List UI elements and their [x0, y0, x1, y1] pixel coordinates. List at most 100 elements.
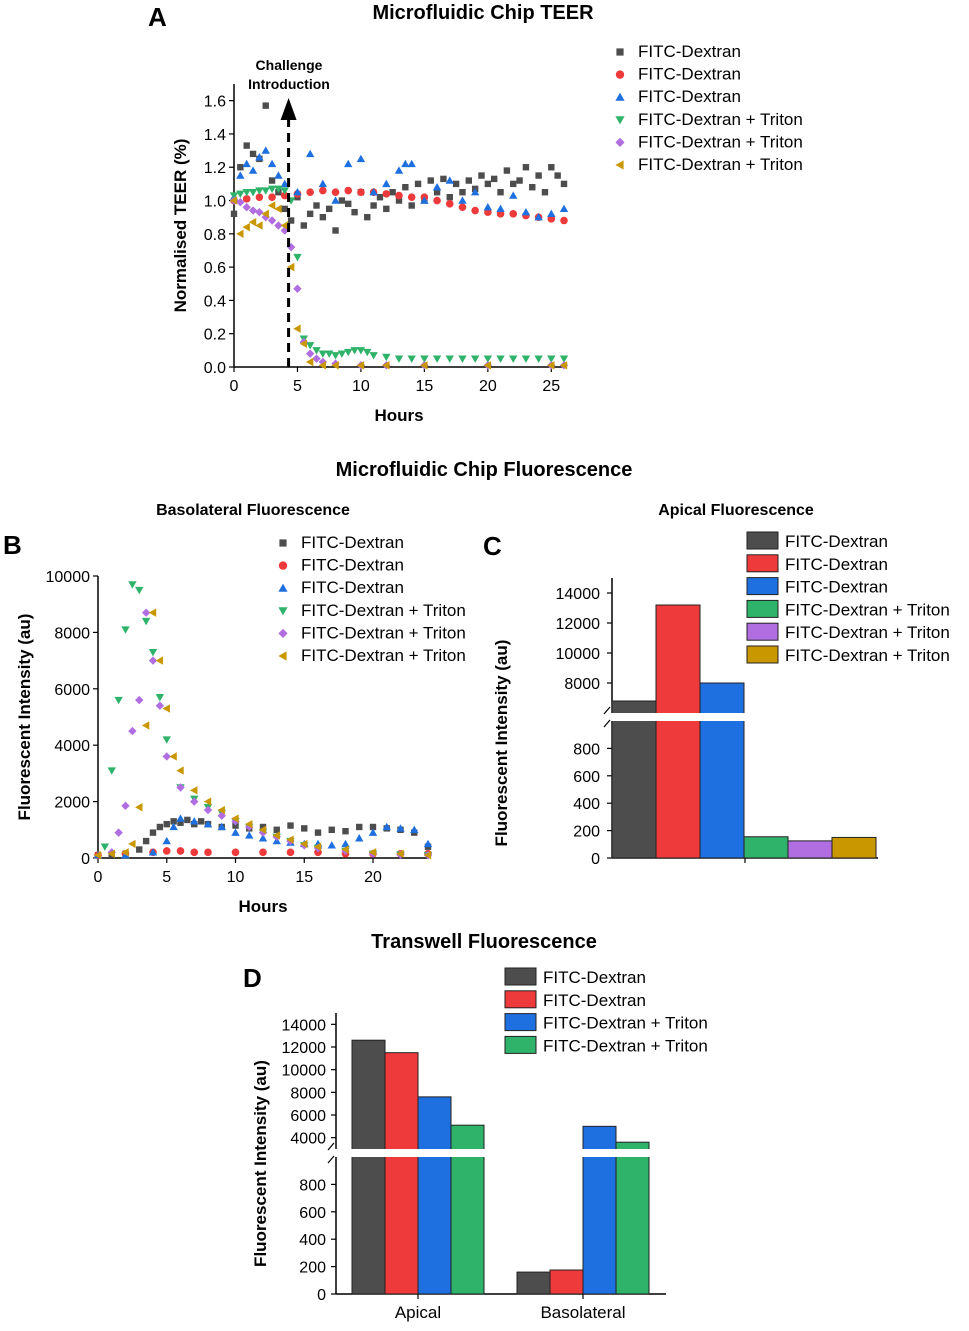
y-tick-label: 12000 [282, 1040, 327, 1057]
data-point [162, 836, 171, 845]
x-tick-label: 20 [364, 869, 382, 886]
data-point [510, 180, 517, 188]
x-axis-label: Hours [238, 897, 287, 916]
panel-b-letter: B [3, 530, 22, 560]
data-point [135, 695, 144, 705]
data-point [242, 222, 250, 232]
data-point [258, 825, 267, 834]
y-axis-label: Fluorescent Intensity (au) [492, 640, 511, 847]
data-point [231, 817, 240, 826]
data-point [136, 846, 143, 853]
data-point [368, 828, 378, 836]
data-point [242, 202, 251, 212]
data-point [327, 841, 336, 849]
data-point [203, 819, 213, 828]
legend-label: FITC-Dextran [638, 87, 741, 106]
series-triangle-down [229, 185, 569, 363]
legend-label: FITC-Dextran + Triton [785, 623, 950, 642]
x-tick-label: 25 [542, 378, 560, 395]
data-point [351, 208, 358, 216]
panel-a-chart: 0 5 10 15 20 25 0.0 0.2 0.4 0.6 0.8 1.0 1.2 1.4 1.6 Hou… [171, 42, 803, 425]
data-point [344, 348, 353, 357]
x-tick-label: 5 [293, 378, 302, 395]
data-point [423, 850, 432, 860]
data-point [148, 848, 158, 856]
data-point [560, 180, 568, 188]
data-point [318, 350, 328, 358]
legend-label: FITC-Dextran + Triton [301, 646, 466, 665]
data-point [148, 648, 158, 657]
legend-marker [278, 628, 288, 638]
legend-label: FITC-Dextran + Triton [638, 110, 803, 129]
data-point [433, 196, 441, 205]
y-tick-label: 10000 [282, 1063, 327, 1080]
y-tick-label: 600 [299, 1205, 326, 1222]
data-point [478, 172, 485, 179]
y-tick-label: 10000 [556, 646, 601, 663]
legend-marker [278, 583, 288, 592]
data-point [236, 229, 244, 239]
data-point [423, 839, 433, 848]
data-point [107, 849, 115, 858]
legend-label: FITC-Dextran + Triton [638, 155, 803, 174]
y-tick-label: 0.2 [204, 327, 226, 344]
data-point [286, 835, 294, 844]
data-point [255, 221, 263, 230]
data-point [176, 766, 184, 775]
x-tick-label: 10 [352, 378, 370, 395]
challenge-label-line1: Challenge [256, 57, 323, 73]
data-point [559, 204, 569, 213]
data-point [229, 196, 238, 205]
legend-swatch [746, 645, 779, 664]
bar [611, 700, 657, 859]
data-point [243, 142, 250, 149]
data-point [342, 828, 349, 835]
y-tick-label: 600 [573, 769, 600, 786]
data-point [170, 818, 177, 825]
data-point [162, 752, 171, 761]
data-point [341, 839, 350, 848]
data-point [458, 196, 467, 204]
data-point [521, 207, 531, 216]
data-point [107, 767, 116, 775]
y-tick-label: 0.0 [204, 360, 226, 377]
bar [743, 836, 789, 859]
data-point [496, 204, 505, 213]
data-point [490, 175, 498, 183]
data-point [305, 149, 315, 158]
legend-swatch [504, 1013, 537, 1032]
data-point [535, 172, 542, 179]
data-point [236, 171, 245, 179]
data-point [344, 159, 353, 168]
panel-d-letter: D [243, 963, 262, 993]
axis-break-mark [603, 719, 611, 728]
data-point [274, 171, 283, 179]
data-point [458, 203, 467, 211]
data-point [470, 355, 480, 363]
data-point [382, 361, 390, 370]
data-point [236, 190, 245, 199]
y-tick-label: 1.2 [204, 160, 226, 177]
data-point [420, 355, 429, 363]
data-point [350, 347, 359, 355]
data-point [402, 184, 409, 191]
data-point [280, 221, 288, 230]
data-point [229, 192, 239, 200]
legend-marker [279, 539, 287, 547]
x-tick-label: 15 [415, 378, 433, 395]
legend-label: FITC-Dextran + Triton [301, 601, 466, 620]
data-point [496, 355, 505, 363]
x-tick-label: 0 [94, 869, 103, 886]
data-point [318, 179, 328, 188]
y-tick-label: 2000 [54, 795, 90, 812]
legend-swatch [504, 1035, 537, 1054]
data-point [128, 726, 137, 736]
y-tick-label: 400 [573, 796, 600, 813]
panel-a-letter: A [148, 2, 167, 32]
data-point [262, 102, 269, 109]
y-tick-label: 1.4 [204, 127, 226, 144]
bar [417, 1096, 452, 1295]
legend-label: FITC-Dextran [638, 65, 741, 84]
data-point [516, 177, 523, 184]
data-point [287, 217, 295, 224]
